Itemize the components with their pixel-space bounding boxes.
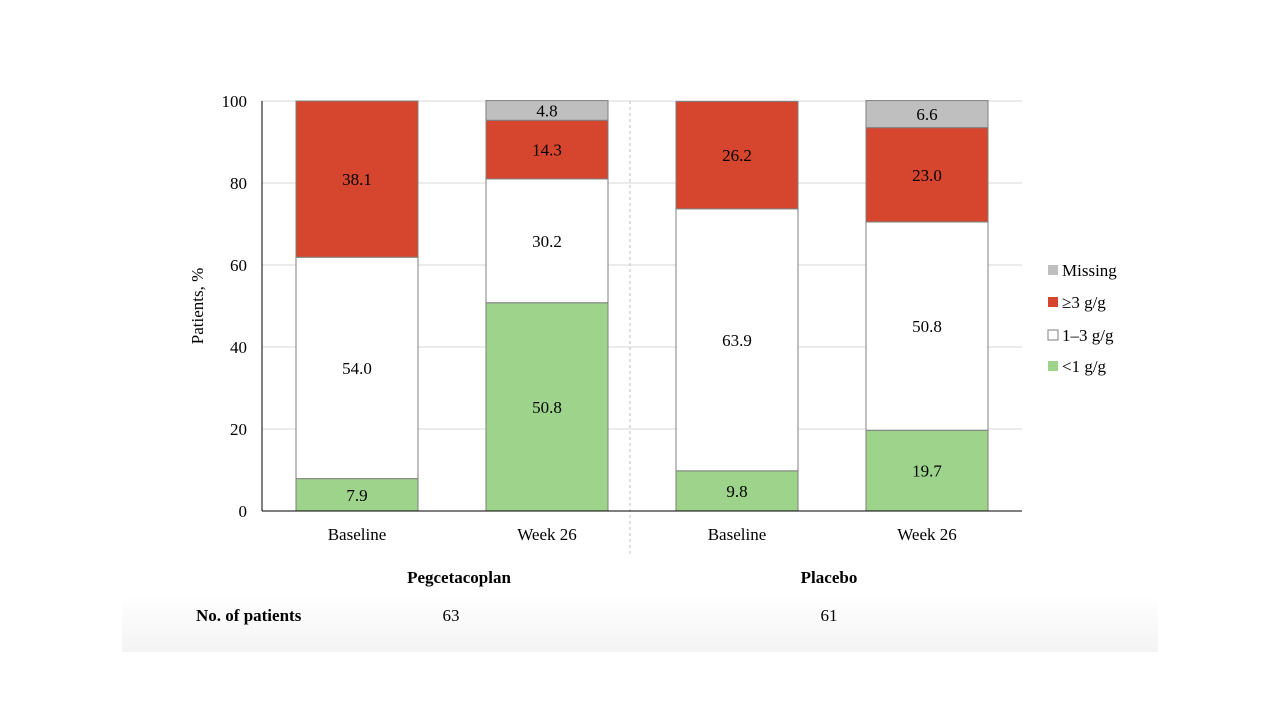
data-label-lt1-1: 50.8 xyxy=(532,398,562,417)
data-label-ge3-3: 23.0 xyxy=(912,166,942,185)
labels: 0 20 40 60 80 100 7.9 54.0 38.1 Baseline 50.8 30.2 1… xyxy=(222,92,957,587)
x-tick-label-0: Baseline xyxy=(328,525,387,544)
data-label-missing-3: 6.6 xyxy=(916,105,937,124)
data-label-missing-1: 4.8 xyxy=(536,101,557,120)
group-label-0: Pegcetacoplan xyxy=(407,568,511,587)
bar-ge3-1 xyxy=(485,119,609,180)
footer-band xyxy=(122,594,1158,652)
y-tick-label-20: 20 xyxy=(230,420,247,439)
group-label-1: Placebo xyxy=(801,568,858,587)
y-tick-label-80: 80 xyxy=(230,174,247,193)
legend-swatch-ge3 xyxy=(1048,297,1058,307)
bar-mid-2 xyxy=(675,208,799,472)
legend-swatch-missing xyxy=(1048,265,1058,275)
patients-count-label: No. of patients xyxy=(196,606,302,625)
patients-count-pegcetacoplan: 63 xyxy=(443,606,460,625)
legend-swatch-lt1 xyxy=(1048,361,1058,371)
data-label-lt1-0: 7.9 xyxy=(346,486,367,505)
bar-ge3-2 xyxy=(675,100,799,210)
data-label-mid-2: 63.9 xyxy=(722,331,752,350)
legend-label-mid: 1–3 g/g xyxy=(1062,326,1114,345)
y-tick-label-100: 100 xyxy=(222,92,248,111)
bar-mid-3 xyxy=(865,221,989,431)
legend-label-ge3: ≥3 g/g xyxy=(1062,293,1106,312)
bar-lt1-2 xyxy=(675,470,799,512)
legend: Missing ≥3 g/g 1–3 g/g <1 g/g xyxy=(1047,261,1117,376)
bar-lt1-1 xyxy=(485,302,609,512)
data-label-ge3-1: 14.3 xyxy=(532,141,562,160)
data-label-mid-1: 30.2 xyxy=(532,232,562,251)
bar-missing-3 xyxy=(865,100,989,129)
bar-mid-0 xyxy=(295,256,419,480)
y-axis-title: Patients, % xyxy=(188,268,207,345)
bar-lt1-3 xyxy=(865,429,989,512)
legend-swatch-mid xyxy=(1047,329,1059,341)
bar-ge3-3 xyxy=(865,127,989,223)
x-tick-label-1: Week 26 xyxy=(517,525,577,544)
legend-label-lt1: <1 g/g xyxy=(1062,357,1107,376)
legend-label-missing: Missing xyxy=(1062,261,1117,280)
x-tick-label-3: Week 26 xyxy=(897,525,957,544)
bars xyxy=(295,100,989,512)
data-label-mid-3: 50.8 xyxy=(912,317,942,336)
bar-mid-1 xyxy=(485,178,609,304)
data-label-ge3-2: 26.2 xyxy=(722,146,752,165)
axes xyxy=(261,101,1022,512)
bar-missing-1 xyxy=(485,100,609,121)
data-label-mid-0: 54.0 xyxy=(342,359,372,378)
footer: No. of patients 63 61 xyxy=(196,606,838,625)
x-tick-label-2: Baseline xyxy=(708,525,767,544)
data-label-lt1-3: 19.7 xyxy=(912,462,942,481)
patients-count-placebo: 61 xyxy=(821,606,838,625)
data-label-ge3-0: 38.1 xyxy=(342,170,372,189)
bar-ge3-0 xyxy=(295,100,419,258)
data-label-lt1-2: 9.8 xyxy=(726,482,747,501)
y-tick-label-0: 0 xyxy=(239,502,248,521)
y-tick-label-40: 40 xyxy=(230,338,247,357)
y-tick-label-60: 60 xyxy=(230,256,247,275)
